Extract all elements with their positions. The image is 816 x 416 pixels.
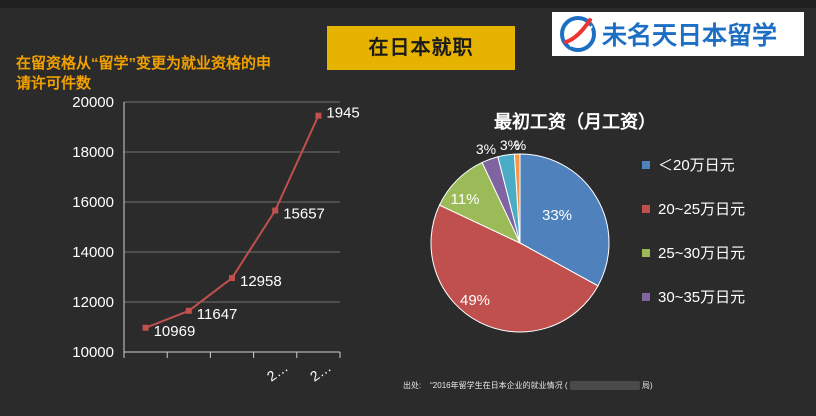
legend-label: 20~25万日元: [658, 201, 745, 218]
pie-slice-label: 3%: [476, 141, 496, 157]
data-point: [142, 324, 149, 331]
logo-swoosh-icon: [560, 16, 596, 52]
y-tick-label: 16000: [72, 194, 114, 211]
source-text: “2016年留学生在日本企业的就业情况: [430, 381, 563, 390]
top-bar: [0, 0, 816, 8]
source-redacted: [569, 381, 640, 391]
data-label: 10969: [154, 323, 196, 340]
page-title: 在日本就职: [327, 26, 515, 70]
pie-slice-label: 11%: [451, 191, 480, 208]
legend-label: ＜20万日元: [658, 157, 735, 174]
y-tick-label: 14000: [72, 244, 114, 261]
y-tick-label: 12000: [72, 294, 114, 311]
logo: 未名天日本留学: [552, 12, 804, 56]
legend-label: 30~35万日元: [658, 289, 745, 306]
source-label: 出处:: [403, 381, 422, 390]
y-tick-label: 10000: [72, 344, 114, 361]
source-tail: (: [564, 381, 568, 390]
pie-title: 最初工资（月工资）: [494, 111, 656, 132]
legend-swatch: [642, 161, 650, 169]
y-tick-label: 18000: [72, 144, 114, 161]
legend-swatch: [642, 249, 650, 257]
legend-swatch: [642, 293, 650, 301]
x-tick-label: 2…: [307, 359, 334, 385]
data-point: [315, 112, 322, 119]
data-label: 19453: [326, 105, 360, 122]
pie-slice: [430, 204, 599, 333]
pie-slice: [513, 153, 521, 244]
data-point: [229, 275, 235, 282]
data-label: 12958: [240, 273, 282, 290]
y-tick-label: 20000: [72, 94, 114, 111]
legend-label: 25~30万日元: [658, 245, 745, 262]
data-label: 11647: [197, 306, 238, 323]
logo-text: 未名天日本留学: [602, 22, 778, 50]
legend-swatch: [642, 205, 650, 213]
data-label: 15657: [283, 206, 325, 223]
data-point: [185, 307, 192, 314]
data-point: [272, 207, 279, 214]
pie-slice-label: %: [514, 137, 526, 153]
x-tick-label: 2…: [264, 359, 291, 385]
pie-slice-label: 33%: [542, 207, 572, 224]
pie-slice: [519, 153, 610, 287]
pie-chart: 最初工资（月工资） 33% 49% 11% 3% 3%% ＜20万日元 20~25万日元 25~…: [430, 111, 745, 333]
line-chart-title: 在留资格从“留学”变更为就业资格的申请许可件数: [16, 55, 272, 92]
source-note: 出处: “2016年留学生在日本企业的就业情况 ( 局): [403, 380, 653, 391]
pie-slice-label: 3%: [500, 137, 520, 153]
pie-slice-label: 49%: [460, 292, 490, 309]
source-end: 局): [641, 381, 653, 390]
